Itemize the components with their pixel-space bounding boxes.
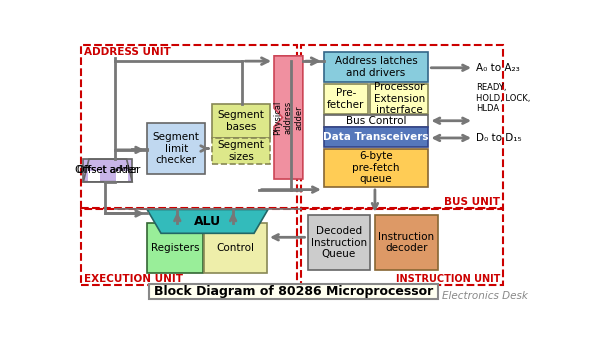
Text: 6-byte
pre-fetch
queue: 6-byte pre-fetch queue [352,151,400,184]
FancyBboxPatch shape [83,159,132,182]
FancyBboxPatch shape [375,215,438,270]
Text: D₀ to D₁₅: D₀ to D₁₅ [476,133,522,143]
Text: Address latches
and drivers: Address latches and drivers [335,56,418,78]
FancyBboxPatch shape [147,223,203,273]
FancyBboxPatch shape [324,52,428,82]
Text: Physical
address
adder: Physical address adder [274,100,304,135]
Text: Decoded
Instruction
Queue: Decoded Instruction Queue [311,226,367,259]
Text: ALU: ALU [194,215,221,228]
Text: Instruction
decoder: Instruction decoder [378,232,434,254]
Text: Offset adder: Offset adder [77,165,138,175]
Text: Offset adder: Offset adder [75,165,140,175]
Text: Segment
bases: Segment bases [218,110,265,131]
Text: Bus Control: Bus Control [346,116,406,126]
Polygon shape [83,159,132,182]
FancyBboxPatch shape [88,171,100,181]
FancyBboxPatch shape [324,84,368,114]
FancyBboxPatch shape [308,215,370,270]
Text: Electronics Desk: Electronics Desk [443,291,529,301]
Text: Data Transceivers: Data Transceivers [323,132,429,142]
Text: Segment
limit
checker: Segment limit checker [152,132,200,165]
Text: A₀ to A₂₃: A₀ to A₂₃ [476,63,520,73]
FancyBboxPatch shape [116,171,128,181]
FancyBboxPatch shape [212,104,270,138]
FancyBboxPatch shape [149,284,438,299]
Polygon shape [274,56,303,179]
Text: EXECUTION UNIT: EXECUTION UNIT [84,273,184,284]
Text: Block Diagram of 80286 Microprocessor: Block Diagram of 80286 Microprocessor [154,285,433,298]
Text: Registers: Registers [151,243,199,253]
Text: ADDRESS UNIT: ADDRESS UNIT [84,46,171,56]
FancyBboxPatch shape [324,127,428,147]
FancyBboxPatch shape [204,223,267,273]
FancyBboxPatch shape [324,115,428,127]
Text: Pre-
fetcher: Pre- fetcher [327,88,365,110]
Text: Segment
sizes: Segment sizes [218,140,265,162]
Text: Processor
Extension
interface: Processor Extension interface [374,82,425,116]
Text: BUS UNIT: BUS UNIT [445,197,500,207]
FancyBboxPatch shape [147,123,205,174]
Text: READY,
HOLD, LOCK,
HLDA: READY, HOLD, LOCK, HLDA [476,83,530,113]
FancyBboxPatch shape [370,84,428,114]
FancyBboxPatch shape [212,138,270,164]
FancyBboxPatch shape [324,149,428,187]
Text: Control: Control [217,243,254,253]
Text: INSTRUCTION UNIT: INSTRUCTION UNIT [396,273,500,284]
Polygon shape [147,209,268,233]
